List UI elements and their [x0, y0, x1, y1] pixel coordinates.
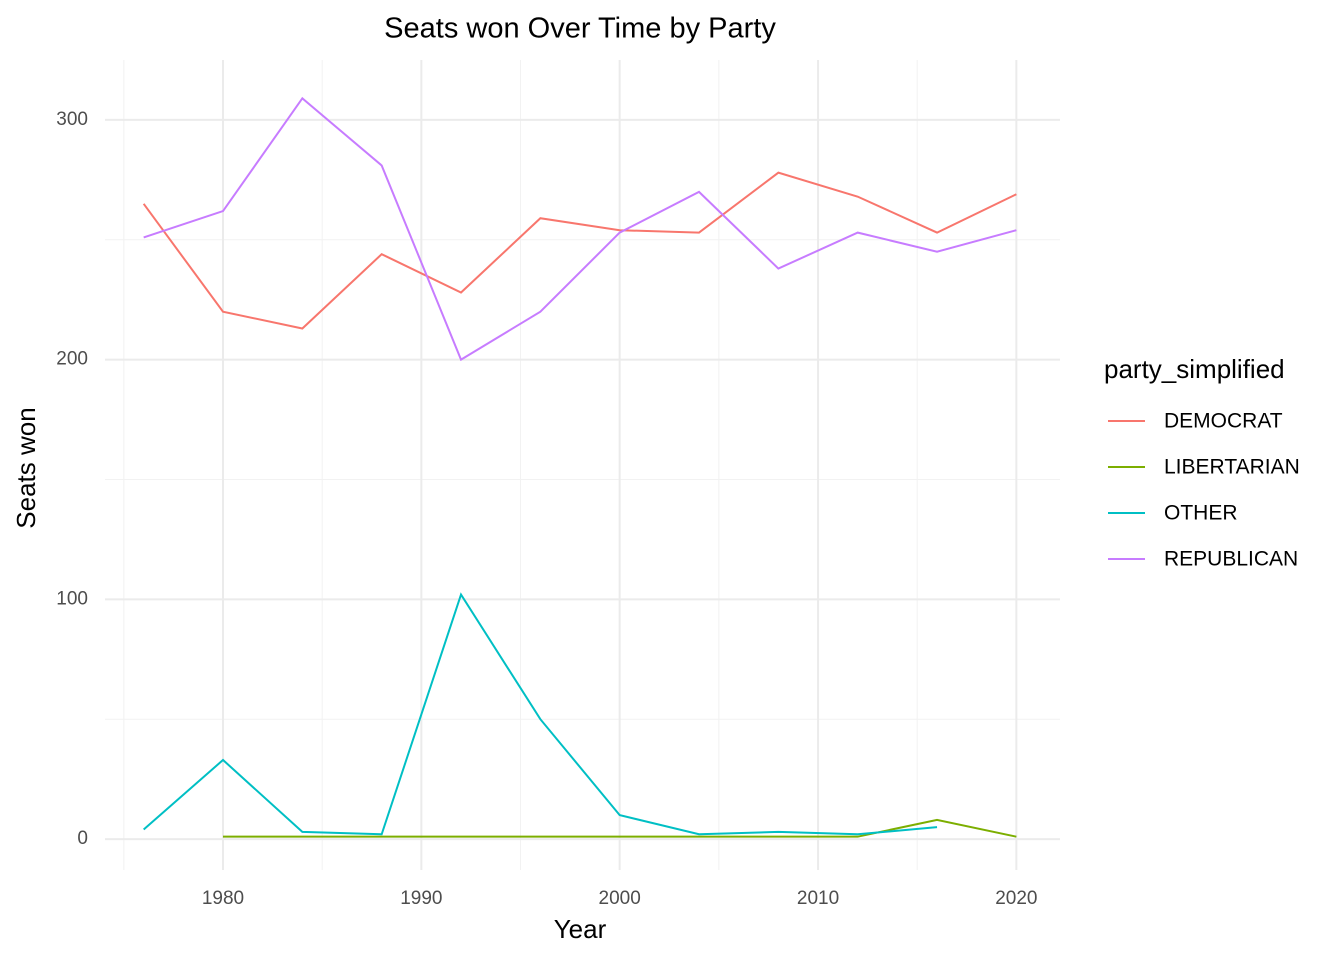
y-tick-label: 100: [56, 588, 88, 609]
x-tick-label: 1990: [400, 888, 442, 909]
legend-label: REPUBLICAN: [1164, 548, 1298, 571]
legend-label: LIBERTARIAN: [1164, 456, 1300, 479]
y-tick-label: 300: [56, 109, 88, 130]
y-tick-label: 200: [56, 349, 88, 370]
legend-label: OTHER: [1164, 502, 1238, 525]
x-axis-label: Year: [554, 914, 607, 944]
x-tick-label: 1980: [202, 888, 244, 909]
legend-label: DEMOCRAT: [1164, 410, 1283, 433]
chart-title: Seats won Over Time by Party: [384, 13, 776, 45]
line: [142, 171, 1017, 330]
legend-title: party_simplified: [1104, 354, 1285, 384]
x-tick-label: 2000: [599, 888, 641, 909]
line: [143, 592, 938, 836]
line: [143, 96, 1017, 362]
y-axis-label: Seats won: [11, 407, 41, 528]
y-tick-label: 0: [77, 828, 88, 849]
x-tick-label: 2020: [995, 888, 1037, 909]
x-tick-label: 2010: [797, 888, 839, 909]
